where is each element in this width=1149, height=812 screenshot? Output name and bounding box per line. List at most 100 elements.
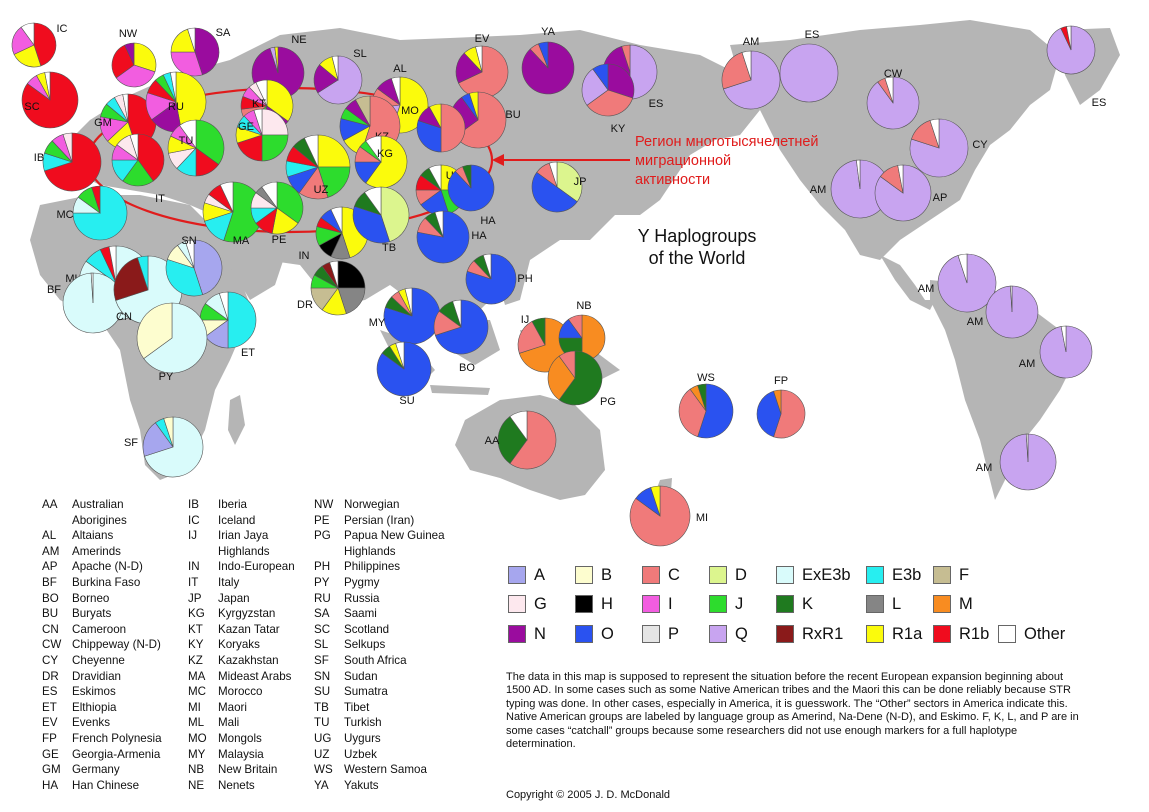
pie-label: ES <box>805 29 820 41</box>
abbreviation-name: Uzbek <box>344 747 377 761</box>
abbreviation-name: Buryats <box>72 607 112 621</box>
pie-ws-40: WS <box>678 372 734 439</box>
abbreviation-code: TU <box>314 716 330 730</box>
abbreviation-name: Sumatra <box>344 685 388 699</box>
pie-label: GE <box>238 121 254 133</box>
pie-slice-other <box>957 253 968 284</box>
pie-slice-r1b <box>91 185 101 214</box>
migration-note-line3: активности <box>635 172 711 188</box>
abbreviation-name: Tibet <box>344 700 370 714</box>
pie-am-58: AM <box>918 253 997 313</box>
data-note: The data in this map is supposed to repr… <box>506 671 1079 751</box>
abbreviation-code: AM <box>42 544 60 558</box>
pie-slice-other <box>395 341 405 370</box>
abbreviation-code: IN <box>188 560 200 574</box>
abbreviation-name: Persian (Iran) <box>344 513 415 527</box>
pie-nw-1: NW <box>111 28 157 88</box>
pie-slice-q <box>629 44 658 100</box>
pie-slice-other <box>390 76 401 106</box>
pie-slice-other <box>179 119 197 149</box>
migration-note-line1: Регион многотысячелетней <box>635 134 819 150</box>
pie-slice-i <box>170 51 203 77</box>
abbreviation-code: BU <box>42 607 59 621</box>
pie-slice-c <box>454 91 507 149</box>
pie-slice-j <box>261 134 289 162</box>
pie-slice-c <box>568 314 583 339</box>
pie-label: ES <box>649 98 664 110</box>
abbreviation-name: Elthiopia <box>72 700 117 714</box>
pie-label: SA <box>216 27 231 39</box>
pie-label: ES <box>1092 97 1107 109</box>
abbreviation-code: IC <box>188 513 200 527</box>
pie-label: NE <box>291 34 306 46</box>
abbreviation-code: SC <box>314 622 331 636</box>
pie-slice-i <box>115 64 156 88</box>
pie-slice-a <box>142 422 174 457</box>
pie-slice-j <box>276 181 304 224</box>
abbreviation-code: BF <box>42 575 57 589</box>
legend-label: F <box>959 566 970 584</box>
legend-label: C <box>668 566 680 584</box>
pie-label: KY <box>611 123 626 135</box>
abbreviation-name: Chippeway (N-D) <box>72 638 161 652</box>
pie-label: SF <box>124 437 138 449</box>
pie-slice-j <box>195 119 225 165</box>
pie-slice-o <box>465 253 517 305</box>
migration-note: Регион многотысячелетней миграционной ак… <box>635 133 819 190</box>
abbreviation-name: Eskimos <box>72 685 116 699</box>
pie-am-61: AM <box>976 433 1057 491</box>
pie-slice-other <box>364 186 382 216</box>
abbreviation-code: NE <box>188 778 205 792</box>
abbreviation-name: Australian <box>72 498 124 511</box>
pie-ap-57: AP <box>874 164 948 222</box>
abbreviation-name: Germany <box>72 763 120 777</box>
abbreviation-name: Highlands <box>344 544 396 558</box>
abbreviation-code: WS <box>314 763 333 777</box>
pie-label: WS <box>697 372 715 384</box>
legend-swatch <box>642 595 660 613</box>
abbreviation-name: Philippines <box>344 560 401 574</box>
legend-label: A <box>534 566 546 584</box>
abbreviation-name: Norwegian <box>344 498 400 511</box>
abbreviation-name: Burkina Faso <box>72 575 141 589</box>
pie-label: SU <box>399 395 414 407</box>
abbreviation-code: KZ <box>188 653 203 667</box>
pie-am-51: AM <box>721 36 781 110</box>
pie-label: IN <box>299 250 310 262</box>
legend-swatch <box>642 566 660 584</box>
pie-label: BO <box>459 362 475 374</box>
abbreviation-code: SN <box>314 669 331 683</box>
pie-slice-r1a <box>133 42 157 73</box>
legend-label: N <box>534 625 546 643</box>
abbreviation-name: Iceland <box>218 513 256 527</box>
abbreviation-name: French Polynesia <box>72 731 162 745</box>
pie-label: AP <box>933 192 948 204</box>
pie-es-54: ES <box>1046 25 1107 109</box>
pie-label: NW <box>119 28 138 40</box>
legend-swatch <box>508 625 526 643</box>
pie-slice-other <box>261 181 278 209</box>
abbreviation-name: Maori <box>218 700 247 714</box>
pie-slice-r1a <box>274 46 279 74</box>
pie-label: IC <box>57 23 68 35</box>
pie-slice-other <box>1025 433 1029 463</box>
abbreviation-code: KY <box>188 638 204 652</box>
pie-slice-m <box>547 355 576 401</box>
abbreviation-name: Amerinds <box>72 544 121 558</box>
pie-sa-2: SA <box>170 27 231 77</box>
abbreviation-code: AL <box>42 529 57 543</box>
legend-label: M <box>959 595 973 613</box>
pie-slice-q <box>937 253 997 313</box>
pie-label: EV <box>475 33 490 45</box>
abbreviation-code: NW <box>314 498 334 511</box>
pie-slice-k <box>462 164 472 189</box>
legend-label: L <box>892 595 902 613</box>
pie-label: SN <box>181 235 196 247</box>
abbreviation-code: IB <box>188 498 199 511</box>
legend-swatch <box>709 595 727 613</box>
pie-su-36: SU <box>376 341 432 407</box>
pie-slice-k <box>558 350 603 406</box>
pie-pe-26: PE <box>250 181 304 246</box>
pie-slice-other <box>1066 25 1072 51</box>
legend-label: I <box>668 595 673 613</box>
